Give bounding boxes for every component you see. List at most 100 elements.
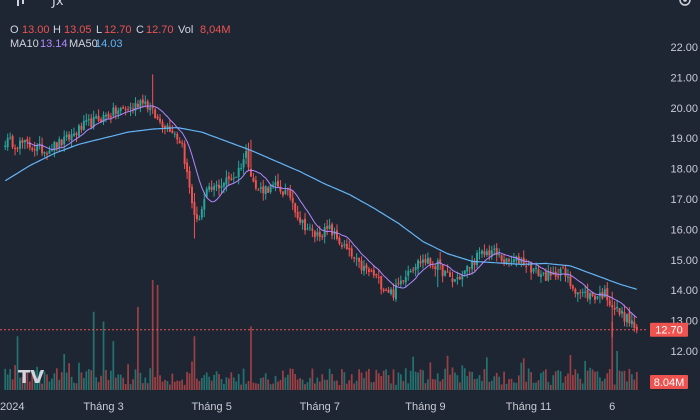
candle-body — [274, 182, 277, 186]
bar-chart-icon[interactable] — [17, 0, 24, 6]
volume-bar — [594, 371, 596, 390]
volume-bar — [156, 284, 159, 390]
candle-body — [358, 257, 361, 262]
volume-bar — [547, 381, 550, 390]
candle-body — [198, 219, 201, 221]
candle-body — [279, 186, 282, 192]
volume-bar — [14, 365, 16, 390]
volume-bar — [53, 373, 56, 390]
candle-body — [259, 187, 262, 189]
candle-body — [596, 296, 599, 299]
volume-bar — [102, 321, 105, 390]
tradingview-logo[interactable]: TV — [18, 367, 44, 388]
chart-toolbar: Jx — [17, 0, 691, 9]
candle-body — [574, 288, 577, 294]
candle-body — [589, 292, 592, 300]
candle-body — [343, 244, 346, 246]
candle-body — [564, 268, 567, 277]
volume-bar — [51, 378, 53, 390]
volume-bar — [19, 377, 21, 390]
close-label: C — [136, 24, 144, 36]
y-tick-label: 16.00 — [670, 224, 698, 236]
candle-body — [154, 109, 157, 119]
volume-bar — [535, 382, 537, 390]
candle-body — [82, 120, 85, 130]
candle-body — [458, 276, 461, 280]
volume-bar — [436, 373, 439, 390]
candle-body — [419, 261, 422, 264]
candle-body — [173, 133, 176, 135]
volume-bar — [483, 369, 486, 390]
candle-body — [363, 266, 365, 271]
close-value: 12.70 — [146, 24, 174, 36]
volume-bar — [417, 372, 419, 390]
candle-body — [424, 259, 427, 263]
candle-body — [576, 292, 579, 295]
volume-bar — [41, 383, 43, 390]
volume-bar — [208, 376, 211, 390]
volume-bar — [132, 379, 134, 390]
candle-body — [476, 252, 479, 266]
volume-bar — [230, 372, 233, 390]
volume-bar — [38, 371, 41, 390]
volume-bar — [505, 383, 508, 390]
volume-bar — [540, 373, 542, 390]
volume-badge: 8.04M — [650, 375, 688, 389]
volume-bar — [574, 369, 577, 390]
volume-bar — [237, 373, 240, 390]
volume-bar — [439, 381, 442, 390]
volume-bar — [139, 372, 142, 390]
volume-bar — [46, 374, 48, 390]
candle-body — [490, 250, 493, 257]
candle-body — [353, 257, 356, 259]
candle-body — [493, 248, 496, 250]
candle-body — [375, 274, 378, 276]
volume-bar — [567, 373, 569, 390]
volume-bar — [43, 371, 46, 390]
volume-bar — [355, 380, 358, 390]
candle-body — [630, 320, 633, 325]
volume-bar — [223, 383, 225, 390]
candle-body — [308, 227, 311, 229]
volume-bar — [569, 354, 572, 390]
candle-body — [431, 265, 434, 267]
candle-body — [114, 107, 117, 114]
candle-body — [449, 272, 451, 277]
candle-body — [510, 261, 513, 263]
candle-body — [4, 145, 7, 148]
x-tick-label: Tháng 9 — [405, 401, 445, 413]
candle-body — [183, 143, 186, 164]
time-axis[interactable]: 2024 Tháng 3 Tháng 5 Tháng 7 Tháng 9 Tháng 11… — [0, 401, 615, 413]
volume-bar — [557, 370, 559, 390]
candle-body — [151, 106, 154, 109]
indicator-button[interactable]: Jx — [51, 0, 64, 9]
volume-bar — [454, 372, 456, 390]
gear-icon[interactable] — [679, 0, 691, 6]
price-axis[interactable]: 22.00 21.00 20.00 19.00 18.00 17.00 16.00 15.00… — [670, 42, 698, 358]
candle-body — [338, 237, 341, 244]
volume-bar — [247, 381, 250, 390]
volume-bar — [422, 370, 424, 390]
candle-body — [326, 226, 329, 229]
candle-body — [372, 269, 375, 276]
volume-bar — [119, 374, 122, 390]
candle-body — [495, 248, 498, 256]
candle-body — [498, 254, 501, 256]
volume-bar — [515, 382, 518, 390]
candle-body — [508, 259, 510, 262]
candle-body — [41, 144, 44, 154]
volume-bar — [31, 372, 34, 390]
volume-bar — [395, 384, 397, 390]
candle-body — [313, 231, 316, 238]
candle-body — [382, 289, 385, 292]
volume-bar — [166, 381, 169, 390]
candle-body — [365, 264, 368, 269]
volume-bar — [159, 375, 161, 390]
svg-text:TV: TV — [18, 367, 44, 388]
candle-body — [284, 190, 287, 194]
candle-body — [429, 258, 432, 265]
candle-body — [213, 186, 216, 190]
candle-body — [14, 147, 17, 149]
